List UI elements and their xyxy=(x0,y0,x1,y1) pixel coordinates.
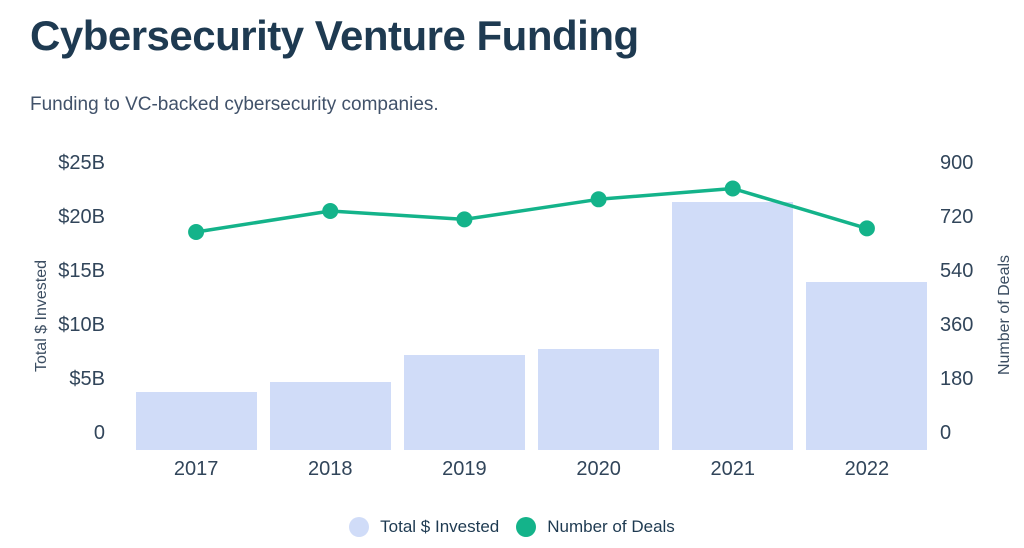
bar-2019 xyxy=(403,355,525,450)
right-axis-tick-label: 900 xyxy=(940,152,974,174)
x-axis-tick-label: 2018 xyxy=(307,458,353,480)
legend: Total $ Invested Number of Deals xyxy=(0,517,1024,537)
legend-label: Total $ Invested xyxy=(380,517,500,536)
bar-2017 xyxy=(135,391,257,450)
line-point-2022 xyxy=(858,220,875,237)
page-subtitle: Funding to VC-backed cybersecurity compa… xyxy=(30,94,439,115)
x-axis-tick-label: 2021 xyxy=(710,458,755,480)
legend-item: Number of Deals xyxy=(516,517,675,537)
left-axis-tick-label: $15B xyxy=(58,260,105,282)
x-axis-tick-label: 2019 xyxy=(442,458,487,480)
right-axis-tick-label: 540 xyxy=(940,260,974,282)
line-point-2018 xyxy=(322,203,339,219)
line-point-2021 xyxy=(724,180,741,197)
line-point-2020 xyxy=(590,191,607,208)
right-axis-tick-label: 720 xyxy=(940,206,974,228)
left-axis-tick-label: $20B xyxy=(58,206,105,228)
x-axis-tick-label: 2022 xyxy=(844,458,890,480)
left-axis-tick-label: 0 xyxy=(93,422,105,444)
x-axis-tick-label: 2017 xyxy=(173,458,219,480)
bar-2020 xyxy=(538,348,660,450)
legend-swatch-icon xyxy=(349,517,370,537)
bar-2021 xyxy=(672,201,794,450)
line-point-2017 xyxy=(188,224,205,240)
right-axis-tick-label: 180 xyxy=(940,368,974,390)
x-axis-tick-label: 2020 xyxy=(576,458,621,480)
right-axis-tick-label: 360 xyxy=(940,314,974,336)
left-axis-tick-label: $10B xyxy=(58,314,105,336)
left-axis-tick-label: $25B xyxy=(58,152,105,174)
plot-area xyxy=(129,150,934,450)
bar-2018 xyxy=(269,382,391,450)
bar-2022 xyxy=(806,281,928,450)
page-title: Cybersecurity Venture Funding xyxy=(30,12,639,59)
legend-swatch-icon xyxy=(516,517,537,537)
right-axis-tick-label: 0 xyxy=(940,422,952,444)
legend-label: Number of Deals xyxy=(547,517,675,536)
line-point-2019 xyxy=(456,211,473,228)
legend-item: Total $ Invested xyxy=(349,517,499,537)
left-axis-tick-label: $5B xyxy=(69,368,105,390)
